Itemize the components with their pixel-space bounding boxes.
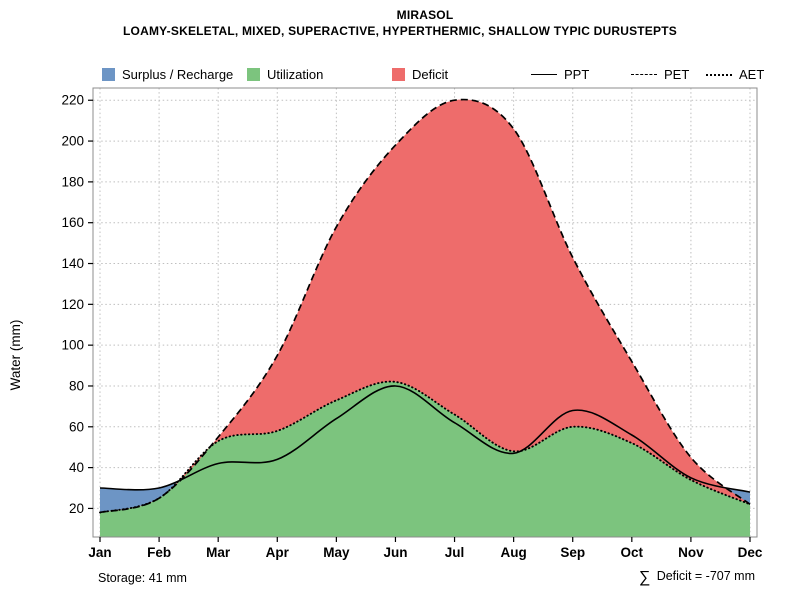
x-tick-label: Mar xyxy=(206,545,231,560)
y-tick-label: 60 xyxy=(69,419,84,434)
chart-subtitle: LOAMY-SKELETAL, MIXED, SUPERACTIVE, HYPE… xyxy=(123,24,677,38)
utilization-area xyxy=(100,381,750,537)
y-tick-label: 100 xyxy=(61,338,84,353)
aet-line xyxy=(99,380,751,514)
dashed-line-icon xyxy=(631,74,657,75)
legend-item-aet: AET xyxy=(706,67,764,82)
legend-label-deficit: Deficit xyxy=(412,67,449,82)
y-tick-label: 180 xyxy=(61,174,84,189)
y-tick-label: 140 xyxy=(61,256,84,271)
deficit-area xyxy=(100,99,750,513)
x-tick-label: Aug xyxy=(501,545,527,560)
x-tick-label: Dec xyxy=(738,545,763,560)
x-tick-label: Sep xyxy=(560,545,585,560)
deficit-swatch xyxy=(392,68,405,81)
solid-line-icon xyxy=(531,74,557,75)
legend-item-ppt: PPT xyxy=(531,67,589,82)
utilization-swatch xyxy=(247,68,260,81)
series-lines xyxy=(99,98,751,514)
sigma-symbol: ∑ xyxy=(638,569,651,586)
x-tick-label: Jun xyxy=(383,545,407,560)
dotted-line-icon xyxy=(706,73,732,76)
axes: 20 40 60 80 100 120 140 160 180 200 220 Jan Feb Mar Ap… xyxy=(61,93,762,560)
x-tick-label: May xyxy=(323,545,350,560)
y-tick-label: 120 xyxy=(61,297,84,312)
deficit-sum-text: Deficit = -707 mm xyxy=(653,569,755,583)
y-tick-label: 80 xyxy=(69,378,84,393)
y-tick-label: 160 xyxy=(61,215,84,230)
ppt-line xyxy=(99,385,751,493)
surplus-swatch xyxy=(102,68,115,81)
legend-label-utilization: Utilization xyxy=(267,67,324,82)
legend-label-aet: AET xyxy=(739,67,765,82)
filled-areas xyxy=(100,99,750,537)
x-tick-label: Apr xyxy=(266,545,290,560)
legend-label-pet: PET xyxy=(664,67,690,82)
x-tick-label: Jan xyxy=(88,545,111,560)
chart-title: MIRASOL xyxy=(396,8,454,22)
legend-item-pet: PET xyxy=(631,67,689,82)
legend-item-utilization: Utilization xyxy=(247,67,323,82)
y-tick-label: 220 xyxy=(61,93,84,108)
x-tick-label: Feb xyxy=(147,545,171,560)
y-axis-label: Water (mm) xyxy=(8,320,23,391)
x-tick-label: Jul xyxy=(445,545,465,560)
pet-line xyxy=(99,98,751,514)
y-tick-label: 200 xyxy=(61,134,84,149)
legend-item-surplus: Surplus / Recharge xyxy=(102,67,233,82)
y-tick-label: 20 xyxy=(69,501,84,516)
x-tick-label: Nov xyxy=(678,545,704,560)
plot-border xyxy=(92,87,758,538)
legend-item-deficit: Deficit xyxy=(392,67,448,82)
x-tick-label: Oct xyxy=(621,545,644,560)
deficit-sum-annotation: ∑ Deficit = -707 mm xyxy=(639,569,755,587)
legend-label-ppt: PPT xyxy=(564,67,590,82)
storage-annotation: Storage: 41 mm xyxy=(98,571,187,585)
legend-label-surplus: Surplus / Recharge xyxy=(122,67,234,82)
y-tick-label: 40 xyxy=(69,460,84,475)
